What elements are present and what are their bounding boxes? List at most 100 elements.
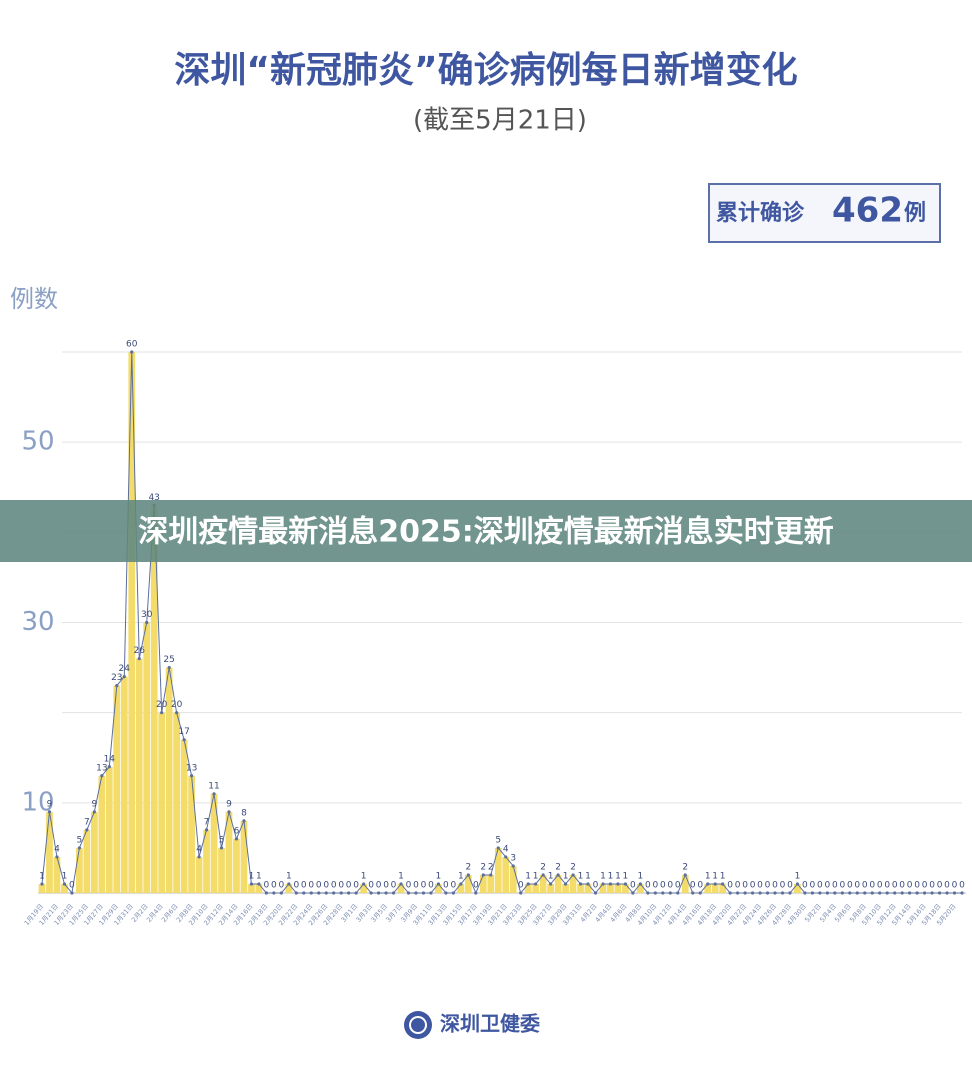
point — [586, 882, 590, 886]
point — [519, 891, 523, 895]
data-label: 0 — [750, 881, 756, 891]
data-label: 0 — [735, 881, 741, 891]
data-label: 0 — [817, 881, 823, 891]
bar — [681, 874, 689, 893]
data-label: 0 — [690, 881, 696, 891]
bar — [188, 775, 195, 893]
point — [653, 891, 657, 895]
total-value: 462 — [832, 191, 903, 231]
bar — [195, 856, 203, 893]
data-label: 9 — [226, 799, 232, 809]
data-label: 0 — [832, 881, 838, 891]
data-label: 0 — [593, 881, 599, 891]
data-label: 0 — [323, 881, 329, 891]
bar — [83, 829, 91, 893]
data-label: 0 — [368, 881, 374, 891]
data-label: 1 — [286, 871, 292, 881]
bar — [203, 829, 210, 893]
point — [526, 882, 530, 886]
data-label: 0 — [338, 881, 344, 891]
point — [676, 891, 680, 895]
banner — [0, 500, 972, 562]
point — [160, 711, 164, 715]
bar — [143, 622, 151, 893]
data-label: 4 — [503, 844, 509, 854]
point — [743, 891, 747, 895]
point — [668, 891, 672, 895]
point — [601, 882, 605, 886]
bar — [584, 883, 592, 893]
point — [474, 891, 478, 895]
point — [698, 891, 702, 895]
data-label: 0 — [406, 881, 412, 891]
bar — [150, 505, 158, 893]
point — [257, 882, 261, 886]
point — [780, 891, 785, 895]
data-label: 0 — [630, 881, 636, 891]
point — [234, 837, 239, 841]
point — [900, 891, 904, 895]
bar — [719, 883, 727, 893]
point — [115, 684, 119, 688]
point — [750, 891, 755, 895]
data-label: 0 — [854, 881, 860, 891]
point — [302, 891, 306, 895]
point — [878, 891, 882, 895]
data-label: 1 — [638, 871, 644, 881]
point — [77, 846, 81, 850]
bar — [240, 820, 248, 893]
line — [41, 351, 962, 895]
point — [638, 882, 642, 886]
bar — [637, 883, 644, 893]
data-label: 1 — [795, 871, 801, 881]
point — [848, 891, 852, 895]
bar — [435, 883, 442, 893]
bar — [248, 883, 255, 893]
bar — [622, 883, 629, 893]
point — [952, 891, 957, 895]
data-label: 1 — [436, 871, 442, 881]
point — [459, 882, 463, 886]
data-label: 0 — [69, 881, 75, 891]
bar — [113, 685, 121, 893]
bar — [457, 883, 465, 893]
point — [893, 891, 897, 895]
data-label: 0 — [772, 881, 778, 891]
bar — [61, 883, 68, 893]
bar — [285, 883, 293, 893]
data-label: 0 — [907, 881, 913, 891]
point — [825, 891, 829, 895]
point — [264, 891, 268, 895]
total-unit: 例 — [904, 201, 926, 226]
data-label: 0 — [810, 881, 816, 891]
data-label: 0 — [301, 881, 307, 891]
bar — [158, 712, 166, 893]
data-label: 1 — [458, 871, 464, 881]
point — [481, 873, 485, 877]
point — [167, 665, 171, 670]
data-label: 0 — [839, 881, 845, 891]
data-label: 1 — [62, 871, 68, 881]
bar — [225, 811, 233, 893]
point — [391, 891, 396, 895]
point — [92, 810, 96, 814]
data-label: 1 — [249, 871, 255, 881]
data-label: 9 — [91, 799, 97, 809]
data-label: 0 — [892, 881, 898, 891]
point — [189, 774, 194, 778]
bar — [255, 883, 263, 893]
data-label: 0 — [293, 881, 299, 891]
point — [833, 891, 837, 895]
bar — [599, 883, 607, 893]
data-label: 0 — [914, 881, 920, 891]
data-label: 24 — [119, 664, 131, 674]
data-label: 0 — [959, 881, 965, 891]
point — [70, 891, 74, 895]
point — [62, 882, 67, 886]
bar — [90, 811, 98, 893]
data-label: 1 — [39, 871, 45, 881]
point — [429, 891, 433, 895]
point — [466, 873, 470, 877]
bar — [487, 874, 495, 893]
point — [362, 882, 366, 886]
